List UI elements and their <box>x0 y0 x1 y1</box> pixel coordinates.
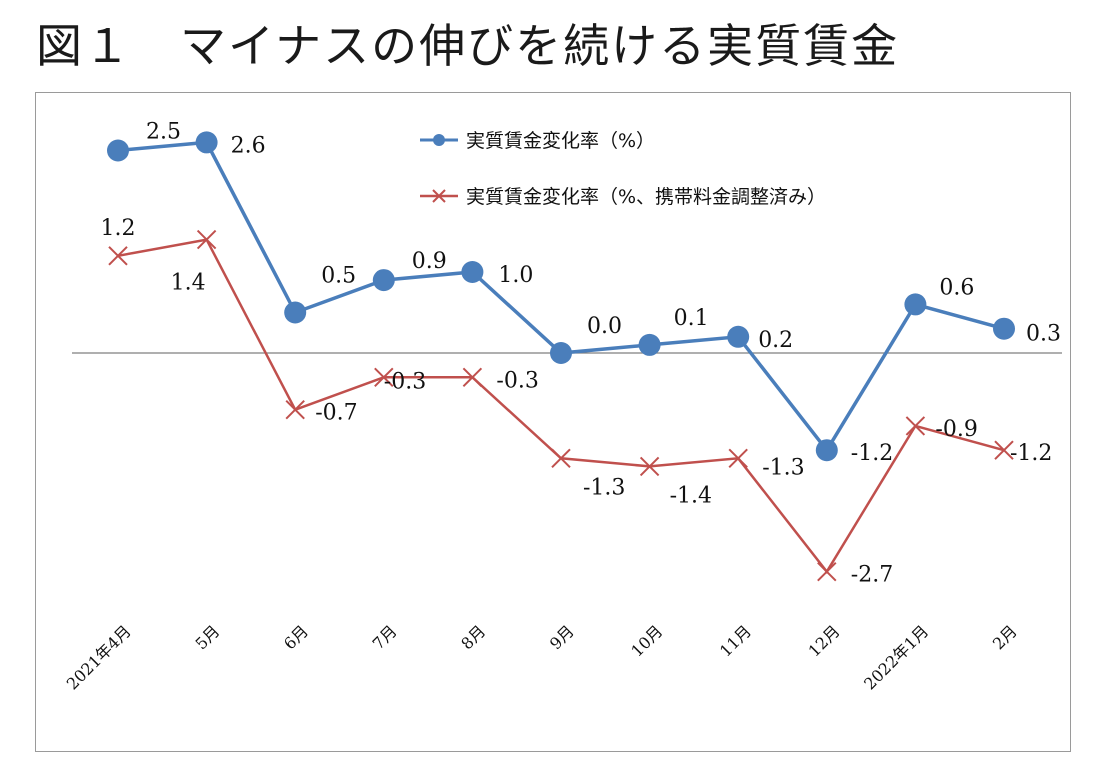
series-1-point <box>993 317 1015 340</box>
series-1-data-label: 0.2 <box>758 328 793 353</box>
series-2-data-label: -1.4 <box>670 483 712 508</box>
series-1-data-label: 0.9 <box>412 249 447 274</box>
x-tick-label: 2021年4月 <box>63 621 135 693</box>
series-1-point <box>107 139 129 162</box>
legend-marker-series-2 <box>432 189 446 203</box>
series-2-data-label: 1.4 <box>171 271 206 296</box>
series-1-point <box>372 269 395 292</box>
x-tick-label: 6月 <box>280 621 312 653</box>
x-marker-stroke <box>817 561 837 582</box>
x-marker-stroke <box>374 367 394 388</box>
x-marker-stroke <box>196 229 217 250</box>
x-marker-stroke <box>285 399 305 420</box>
series-2-point <box>108 246 128 266</box>
series-1-point <box>550 342 572 364</box>
series-1-data-label: 0.3 <box>1026 322 1061 347</box>
series-2-data-label: -1.3 <box>762 455 804 480</box>
series-2-data-label: -0.3 <box>384 369 426 394</box>
legend-label-series-2: 実質賃金変化率（%、携帯料金調整済み） <box>466 186 826 208</box>
series-2-point <box>817 561 837 582</box>
legend-label-series-1: 実質賃金変化率（%） <box>466 130 655 152</box>
series-1-data-label: 0.6 <box>939 275 974 300</box>
series-1-data-label: 0.5 <box>321 264 356 289</box>
series-2-point <box>462 367 483 388</box>
series-1-data-label: 2.6 <box>231 133 266 158</box>
series-1-data-label: 1.0 <box>498 263 533 288</box>
series-2-point <box>285 399 305 420</box>
x-marker-stroke <box>905 416 926 436</box>
series-2-data-label: -1.3 <box>583 475 625 500</box>
x-marker-stroke <box>728 448 748 469</box>
x-tick-label: 5月 <box>191 621 223 653</box>
x-marker-stroke <box>108 246 128 266</box>
series-2-point <box>196 229 217 250</box>
x-tick-label: 8月 <box>457 621 489 653</box>
series-1-data-label: 2.5 <box>146 120 181 145</box>
x-marker-stroke <box>551 448 571 469</box>
series-1-point <box>195 131 218 154</box>
series-2-point <box>728 448 748 469</box>
chart-legend: 実質賃金変化率（%） 実質賃金変化率（%、携帯料金調整済み） <box>420 130 826 208</box>
x-marker-stroke <box>639 456 660 477</box>
x-tick-label: 7月 <box>369 621 401 653</box>
x-tick-label: 11月 <box>716 621 755 660</box>
series-2-point <box>551 448 571 469</box>
series-1-point <box>461 261 484 283</box>
series-1-data-label: 0.1 <box>674 306 709 331</box>
series-1-point <box>727 325 750 348</box>
x-tick-label: 9月 <box>546 621 578 653</box>
x-tick-label: 12月 <box>804 621 843 660</box>
chart-frame <box>35 92 1071 752</box>
series-2-line <box>117 238 1005 574</box>
legend-x-stroke <box>432 189 446 203</box>
series-2-data-label: -0.3 <box>496 368 538 393</box>
series-2-point <box>994 440 1014 460</box>
x-tick-label: 10月 <box>627 621 666 660</box>
series-1-data-label: 0.0 <box>587 314 622 339</box>
x-marker-stroke <box>994 440 1014 460</box>
x-tick-label: 2月 <box>989 621 1021 653</box>
series-2-point <box>374 367 394 388</box>
page-title: 図１ マイナスの伸びを続ける実質賃金 <box>36 19 900 73</box>
series-2-data-label: -0.7 <box>315 401 357 426</box>
x-tick-label: 2022年1月 <box>860 621 932 693</box>
series-1-point <box>815 439 838 462</box>
series-2-data-label: -2.7 <box>851 563 893 588</box>
series-2-data-label: 1.2 <box>101 216 136 241</box>
series-2-data-label: -1.2 <box>1010 441 1052 466</box>
series-2-point <box>639 456 660 477</box>
series-1-data-label: -1.2 <box>851 441 893 466</box>
series-2-point <box>905 416 926 436</box>
series-1-point <box>284 301 307 324</box>
series-1-point <box>638 333 661 356</box>
series-2-data-label: -0.9 <box>935 417 977 442</box>
x-marker-stroke <box>462 367 483 388</box>
series-1-point <box>904 293 927 316</box>
legend-marker-series-1 <box>433 134 445 146</box>
